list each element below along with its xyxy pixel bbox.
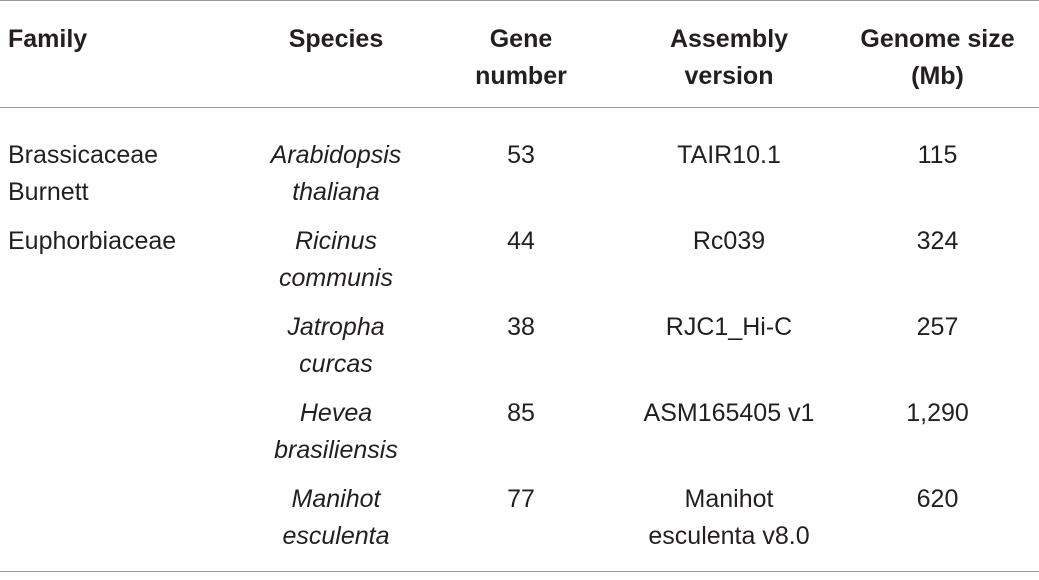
table-body: Brassicaceae Burnett Arabidopsis thalian…	[0, 108, 1039, 572]
cell-species: Hevea brasiliensis	[252, 383, 420, 469]
header-genome-size: Genome size (Mb)	[836, 0, 1039, 108]
cell-family	[0, 383, 252, 469]
cell-assembly-version: Rc039	[622, 211, 836, 297]
cell-assembly-version: Manihot esculenta v8.0	[622, 469, 836, 572]
cell-assembly-version: RJC1_Hi-C	[622, 297, 836, 383]
cell-species-line: thaliana	[292, 178, 380, 206]
cell-family-line: Brassicaceae	[8, 141, 159, 169]
header-genome-size-line-2: (Mb)	[911, 62, 964, 90]
cell-family	[0, 469, 252, 572]
cell-genome-size: 1,290	[906, 399, 969, 427]
cell-genome-size: 257	[916, 313, 959, 341]
cell-gene-number: 85	[507, 399, 535, 427]
cell-assembly-line: Manihot	[684, 485, 774, 513]
table-row: Jatropha curcas 38 RJC1_Hi-C 257	[0, 297, 1039, 383]
cell-species: Arabidopsis thaliana	[252, 108, 420, 212]
table-row: Brassicaceae Burnett Arabidopsis thalian…	[0, 108, 1039, 212]
header-assembly-version: Assembly version	[622, 0, 836, 108]
cell-family: Euphorbiaceae	[0, 211, 252, 297]
table-header: Family Species Gene number Assembly vers…	[0, 0, 1039, 108]
table-row: Euphorbiaceae Ricinus communis 44 Rc039 …	[0, 211, 1039, 297]
cell-assembly-line: RJC1_Hi-C	[665, 313, 793, 341]
cell-species: Manihot esculenta	[252, 469, 420, 572]
header-gene-number-line-2: number	[475, 62, 567, 90]
header-species-line: Species	[288, 25, 384, 53]
cell-species-line: esculenta	[282, 522, 390, 550]
header-species: Species	[252, 0, 420, 108]
header-assembly-version-line-1: Assembly	[669, 25, 789, 53]
cell-species-line: Arabidopsis	[270, 141, 402, 169]
cell-assembly-version: TAIR10.1	[622, 108, 836, 212]
table-row: Manihot esculenta 77 Manihot esculenta v…	[0, 469, 1039, 572]
cell-gene-number: 38	[507, 313, 535, 341]
cell-family-line: Euphorbiaceae	[8, 227, 177, 255]
cell-species-line: curcas	[299, 350, 373, 378]
cell-species: Ricinus communis	[252, 211, 420, 297]
cell-species-line: Jatropha	[287, 313, 385, 341]
header-genome-size-line-1: Genome size	[860, 25, 1015, 53]
cell-family: Brassicaceae Burnett	[0, 108, 252, 212]
cell-assembly-line: Rc039	[692, 227, 766, 255]
cell-assembly-line: esculenta v8.0	[648, 522, 810, 550]
cell-assembly-line: TAIR10.1	[677, 141, 781, 169]
cell-assembly-version: ASM165405 v1	[622, 383, 836, 469]
cell-family-line: Burnett	[8, 178, 89, 206]
cell-species-line: communis	[279, 264, 393, 292]
cell-species-line: Manihot	[291, 485, 381, 513]
cell-gene-number: 77	[420, 469, 622, 572]
cell-genome-size: 620	[836, 469, 1039, 572]
header-family: Family	[0, 0, 252, 108]
cell-species-line: brasiliensis	[274, 436, 398, 464]
cell-genome-size: 324	[916, 227, 959, 255]
header-assembly-version-line-2: version	[684, 62, 774, 90]
cell-gene-number: 53	[507, 141, 535, 169]
cell-genome-size: 115	[917, 141, 958, 169]
cell-family	[0, 297, 252, 383]
table-row: Hevea brasiliensis 85 ASM165405 v1 1,290	[0, 383, 1039, 469]
header-family-line: Family	[8, 25, 88, 53]
cell-assembly-line: ASM165405 v1	[643, 399, 815, 427]
header-row: Family Species Gene number Assembly vers…	[0, 0, 1039, 108]
cell-species: Jatropha curcas	[252, 297, 420, 383]
header-gene-number: Gene number	[420, 0, 622, 108]
header-gene-number-line-1: Gene	[489, 25, 553, 53]
cell-gene-number: 44	[507, 227, 535, 255]
cell-species-line: Hevea	[299, 399, 373, 427]
cell-species-line: Ricinus	[295, 227, 377, 255]
